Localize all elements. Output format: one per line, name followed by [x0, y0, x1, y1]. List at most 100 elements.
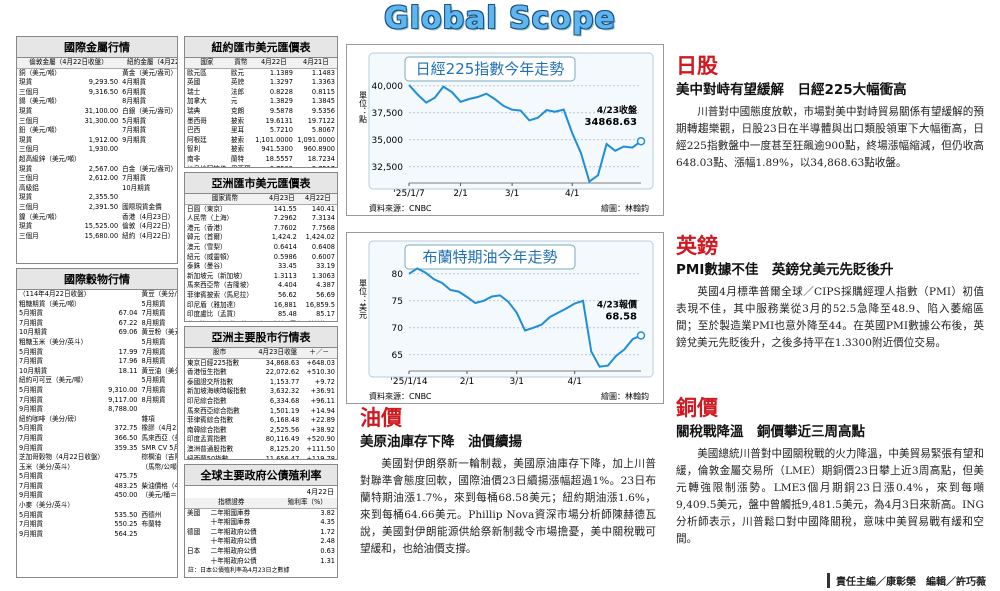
- table-cell: 布蘭特: [141, 520, 162, 529]
- table-cell: 960.8900: [303, 145, 335, 154]
- header-row: 倫敦金屬（4月22日收盤）紐約金屬（4月22日收盤）: [17, 58, 177, 69]
- table-cell: [140, 472, 178, 482]
- nikkei-chart: 日經225指數今年走勢 32,500 35,000 37,500 40,000 '25/1…: [346, 44, 664, 216]
- table-row: 泰國證交所指數 1,153.77 +9.72: [185, 378, 337, 388]
- y-tick-label: 65: [392, 351, 403, 361]
- header-cell: 國家貨幣: [185, 194, 265, 205]
- table-cell: 535.50: [114, 510, 138, 519]
- table-row: 紐約咖啡（美分/磅） 雜項: [17, 414, 177, 425]
- x-tick-label: 4/1: [565, 189, 579, 199]
- table-cell: 3.7517: [295, 165, 337, 167]
- table-row: 高級鋁10月期貨956.30: [17, 184, 177, 194]
- table-title: 亞洲主要股市行情表: [185, 327, 337, 348]
- table-cell: 85.48: [277, 310, 297, 319]
- table-row: 美國 二年期國庫券 3.82: [185, 508, 337, 518]
- table-row: 5月期貨 475.75: [17, 472, 178, 482]
- table-cell: +510.30: [306, 368, 335, 377]
- table-cell: 白銀（美元/盎司）: [122, 106, 178, 115]
- table-cell: +96.11: [310, 396, 335, 405]
- table-cell: 10月期貨: [19, 328, 48, 337]
- table-row: 港元（香港） 7.7602 7.7568: [185, 224, 337, 234]
- table-cell: 紐約咖啡（美分/磅）: [19, 414, 81, 423]
- article-pound: 英鎊 PMI數據不佳 英鎊兌美元先貶後升 英國4月標準普爾全球／CIPS採購經理人指…: [676, 232, 984, 352]
- table-cell: 新加坡海峽時報指數: [187, 387, 247, 396]
- table-cell: 9.5878: [269, 106, 293, 115]
- table-cell: [106, 338, 139, 348]
- table-cell: 元: [230, 97, 238, 106]
- table-cell: 7月期貨: [19, 481, 43, 490]
- asia-fx-table: 亞洲匯市美元匯價表 國家貨幣 4月23日 4月22日 日圓（東京） 141.55 140.4…: [184, 172, 338, 322]
- table-cell: [106, 453, 139, 463]
- table-row: 韓元（首爾） 1,424.2 1,424.02: [185, 233, 337, 243]
- table-row: （114年4月22日收盤） 黃豆（美分/英斗）: [17, 290, 177, 300]
- table-cell: 南韓綜合指數: [187, 425, 227, 434]
- table-cell: 69.06: [118, 328, 138, 337]
- chart-title-box: [404, 56, 576, 82]
- table-cell: [120, 193, 177, 203]
- table-cell: 5月期貨: [141, 376, 166, 385]
- table-cell: 克朗: [230, 106, 245, 115]
- table-row: 墨西哥 披索 19.6131 19.7122: [185, 117, 337, 127]
- table-row: 德國 二年期政府公債 1.72: [185, 528, 337, 538]
- headline: 美原油庫存下降 油價續揚: [360, 434, 522, 450]
- header-cell: 殖利率（%）: [277, 498, 337, 509]
- table-cell: 里亞爾: [229, 165, 253, 167]
- table-row: 新加坡海峽時報指數 3,632.32 +36.91: [185, 387, 337, 397]
- table-cell: 香港（4月23日）: [122, 212, 175, 221]
- table-cell: （美元/桶＝42美制加侖）: [141, 491, 178, 500]
- table-cell: 0.6007: [311, 252, 335, 261]
- table-row: 紐元（威靈頓） 0.5986 0.6007: [185, 253, 337, 263]
- table-cell: 7.7568: [311, 223, 335, 232]
- table-note: 註：日本公債殖利率為4月23日之數據: [188, 567, 290, 575]
- table-cell: 巴西: [187, 126, 201, 135]
- table-cell: 22,072.62: [265, 368, 300, 377]
- table-row: 加拿大 元 1.3829 1.3845: [185, 97, 337, 107]
- table-cell: 1.3113: [273, 271, 297, 280]
- table-cell: 5月期貨: [141, 337, 166, 346]
- table-cell: 印尼綜合指數: [187, 396, 227, 405]
- table-cell: 8月期貨: [122, 97, 147, 106]
- table-cell: 7月期貨: [19, 395, 43, 404]
- table-cell: 披索: [230, 145, 245, 154]
- table-cell: [83, 97, 121, 107]
- table-cell: 紐約（4月22日）: [122, 231, 175, 240]
- table-cell: 2,525.56: [269, 425, 300, 434]
- table-row: 南韓綜合指數 2,525.56 +38.92: [185, 426, 337, 436]
- table-row: 9月期貨 8,788.00: [17, 405, 177, 415]
- table-cell: [120, 145, 177, 155]
- table-cell: 7月期貨: [19, 357, 43, 366]
- table-cell: 9月期貨: [19, 491, 43, 500]
- table-cell: 倫敦（4月22日）: [122, 222, 175, 231]
- x-tick-label: 3/1: [509, 377, 523, 387]
- table-row: 人民幣（上海） 7.2962 7.3134: [185, 214, 337, 224]
- table-cell: 泰銖（曼谷）: [187, 262, 227, 271]
- chart-title: 日經225指數今年走勢: [416, 60, 565, 78]
- table-row: 印尼綜合指數 6,334.68 +96.11: [185, 397, 337, 407]
- table-cell: 澳洲普通股指數: [187, 444, 234, 453]
- table-cell: 黃豆粉（美元/噸）: [141, 328, 178, 337]
- table-cell: [106, 376, 139, 386]
- section-title: 銅價: [676, 396, 718, 420]
- table-cell: 1,501.19: [269, 406, 300, 415]
- table-cell: 140.41: [311, 204, 335, 213]
- table-row: 十年期國庫券 4.35: [185, 518, 337, 528]
- table-cell: 瑞典: [187, 106, 201, 115]
- footer-credits: 責任主編／康彰榮 編輯／許巧薇: [827, 573, 986, 588]
- table-cell: [83, 155, 121, 165]
- table-cell: +520.90: [306, 435, 335, 444]
- credit: 繪圖：林翰鈞: [601, 391, 649, 401]
- table-cell: 7.7602: [273, 223, 297, 232]
- table-cell: 450.00: [114, 491, 138, 500]
- y-tick-label: 37,500: [372, 109, 404, 119]
- table-cell: [185, 537, 209, 547]
- y-tick-label: 32,500: [372, 163, 404, 173]
- metal-table: 國際金屬行情倫敦金屬（4月22日收盤）紐約金屬（4月22日收盤）銅（美元/噸）黃…: [16, 36, 178, 264]
- table-cell: 5.7210: [269, 126, 293, 135]
- table-cell: 1,101.0000: [255, 135, 293, 144]
